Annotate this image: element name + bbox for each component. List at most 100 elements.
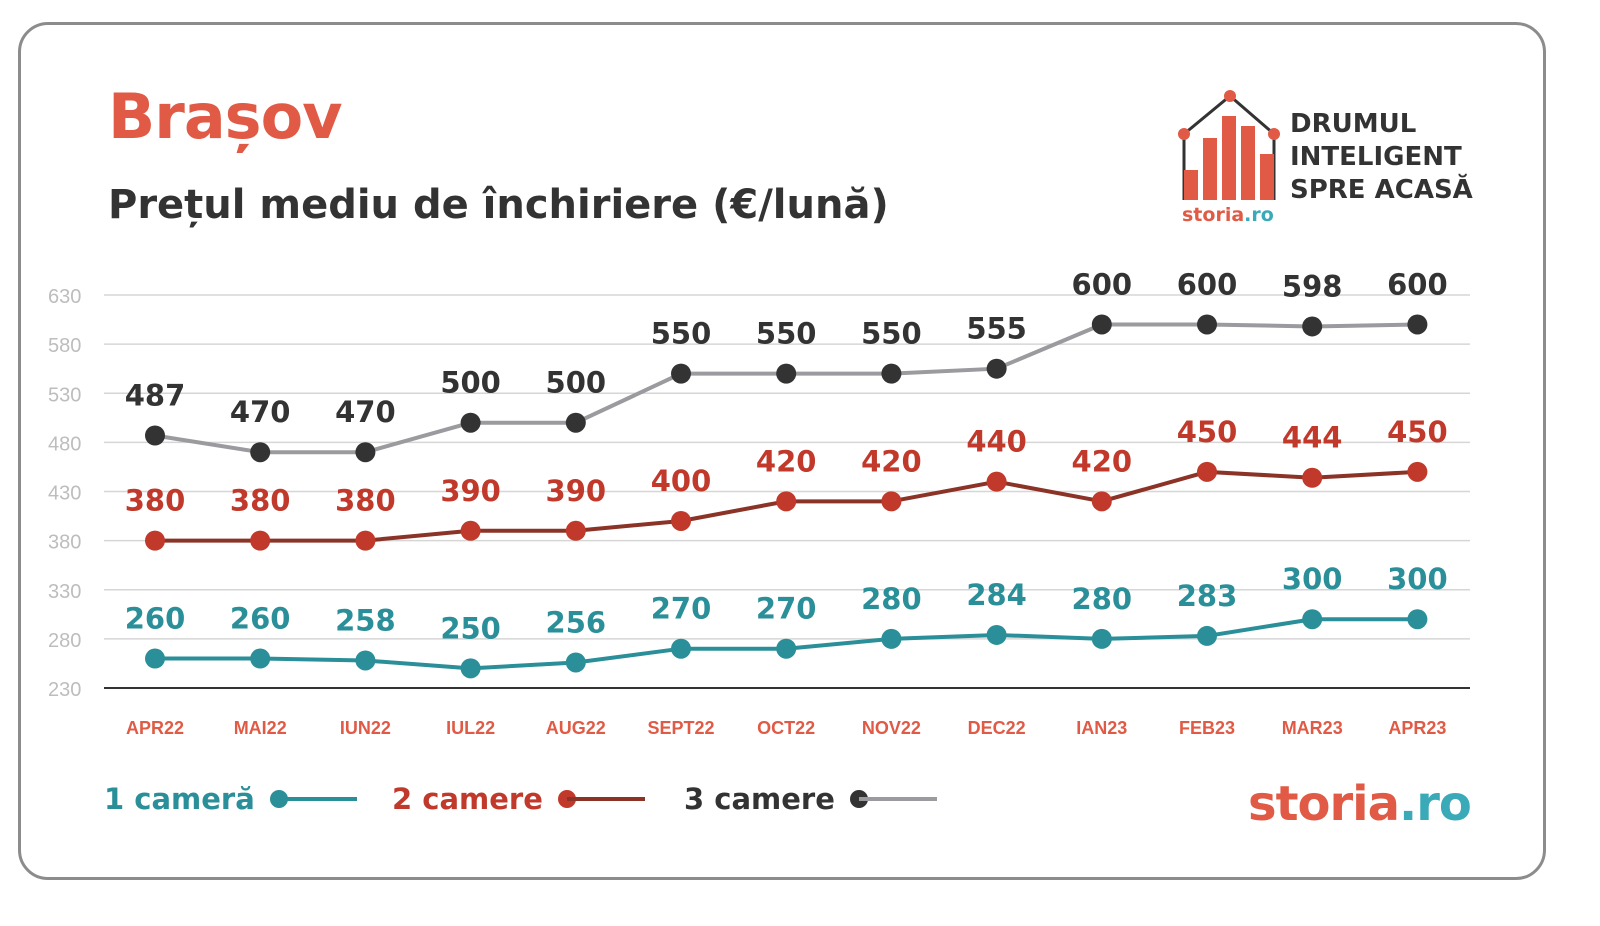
data-point bbox=[1407, 609, 1428, 630]
data-label: 258 bbox=[335, 603, 396, 637]
data-label: 550 bbox=[861, 317, 922, 351]
brand-suffix: .ro bbox=[1399, 776, 1472, 832]
data-label: 450 bbox=[1177, 415, 1238, 449]
data-label: 444 bbox=[1282, 421, 1343, 455]
data-point bbox=[986, 471, 1007, 492]
logo-brand: storia.ro bbox=[1182, 204, 1274, 226]
y-tick-label: 330 bbox=[48, 581, 81, 603]
data-label: 400 bbox=[651, 464, 712, 498]
legend-marker-icon bbox=[849, 790, 937, 808]
x-tick-label: IUN22 bbox=[340, 718, 391, 738]
data-label: 270 bbox=[651, 592, 712, 626]
data-label: 500 bbox=[440, 366, 501, 400]
logo-tagline: DRUMUL INTELIGENT SPRE ACASĂ bbox=[1290, 108, 1473, 207]
storia-brand-logo: storia.ro bbox=[1248, 776, 1472, 832]
legend-marker-icon bbox=[557, 790, 645, 808]
data-point bbox=[1302, 316, 1323, 337]
data-label: 487 bbox=[125, 378, 186, 412]
data-label: 260 bbox=[125, 602, 186, 636]
data-point bbox=[881, 363, 902, 384]
x-tick-label: DEC22 bbox=[968, 718, 1026, 738]
data-label: 280 bbox=[1072, 582, 1133, 616]
x-tick-label: SEPT22 bbox=[647, 718, 714, 738]
house-chart-logo-icon bbox=[1178, 90, 1280, 200]
chart-subtitle: Prețul mediu de închiriere (€/lună) bbox=[108, 182, 889, 228]
x-tick-label: FEB23 bbox=[1179, 718, 1235, 738]
data-point bbox=[565, 412, 586, 433]
x-tick-label: OCT22 bbox=[757, 718, 815, 738]
data-point bbox=[355, 530, 376, 551]
legend-marker-icon bbox=[269, 790, 357, 808]
data-point bbox=[250, 530, 271, 551]
data-label: 450 bbox=[1387, 415, 1448, 449]
data-label: 420 bbox=[756, 444, 817, 478]
data-label: 250 bbox=[440, 611, 501, 645]
logo-line: INTELIGENT bbox=[1290, 142, 1462, 172]
data-point bbox=[776, 363, 797, 384]
y-tick-label: 480 bbox=[48, 433, 81, 455]
data-label: 380 bbox=[125, 484, 186, 518]
data-label: 470 bbox=[335, 395, 396, 429]
data-label: 390 bbox=[546, 474, 607, 508]
data-label: 600 bbox=[1072, 267, 1133, 301]
y-tick-label: 430 bbox=[48, 483, 81, 505]
logo-line: SPRE ACASĂ bbox=[1290, 175, 1473, 205]
data-point bbox=[881, 628, 902, 649]
data-label: 380 bbox=[335, 484, 396, 518]
x-tick-label: NOV22 bbox=[862, 718, 921, 738]
data-label: 300 bbox=[1282, 562, 1343, 596]
data-point bbox=[986, 358, 1007, 379]
data-label: 550 bbox=[651, 317, 712, 351]
data-point bbox=[565, 520, 586, 541]
x-tick-label: APR23 bbox=[1388, 718, 1446, 738]
data-label: 256 bbox=[546, 605, 607, 639]
chart-title: Brașov bbox=[108, 80, 343, 153]
data-label: 420 bbox=[1072, 444, 1133, 478]
data-point bbox=[250, 442, 271, 463]
data-point bbox=[250, 648, 271, 669]
data-point bbox=[145, 425, 165, 446]
data-label: 598 bbox=[1282, 269, 1343, 303]
data-label: 600 bbox=[1387, 267, 1448, 301]
y-tick-label: 580 bbox=[48, 335, 81, 357]
legend-label: 3 camere bbox=[684, 782, 835, 816]
brand-main: storia bbox=[1248, 776, 1400, 832]
data-point bbox=[1091, 491, 1112, 512]
logo-brand-main: storia bbox=[1182, 204, 1245, 226]
data-point bbox=[1197, 314, 1217, 335]
data-point bbox=[671, 510, 691, 531]
data-point bbox=[1091, 314, 1112, 335]
data-point bbox=[1197, 461, 1217, 482]
data-point bbox=[355, 650, 376, 671]
legend-item-3-camere: 3 camere bbox=[684, 782, 941, 816]
legend-label: 2 camere bbox=[392, 782, 543, 816]
data-label: 600 bbox=[1177, 267, 1238, 301]
legend-item-2-camere: 2 camere bbox=[392, 782, 649, 816]
data-point bbox=[1407, 461, 1428, 482]
data-point bbox=[671, 363, 691, 384]
data-point bbox=[1407, 314, 1428, 335]
data-point bbox=[671, 638, 691, 659]
x-tick-label: IUL22 bbox=[446, 718, 495, 738]
data-point bbox=[986, 624, 1007, 645]
data-point bbox=[355, 442, 376, 463]
data-label: 260 bbox=[230, 602, 291, 636]
data-label: 284 bbox=[966, 578, 1027, 612]
x-tick-label: MAI22 bbox=[234, 718, 287, 738]
y-tick-label: 530 bbox=[48, 384, 81, 406]
data-label: 420 bbox=[861, 444, 922, 478]
y-tick-label: 630 bbox=[48, 286, 81, 308]
logo-brand-suffix: .ro bbox=[1244, 204, 1274, 226]
data-label: 555 bbox=[966, 312, 1027, 346]
data-point bbox=[776, 491, 797, 512]
x-tick-label: AUG22 bbox=[546, 718, 606, 738]
data-label: 500 bbox=[546, 366, 607, 400]
data-label: 550 bbox=[756, 317, 817, 351]
data-point bbox=[145, 530, 165, 551]
data-label: 390 bbox=[440, 474, 501, 508]
y-tick-label: 230 bbox=[48, 679, 81, 701]
data-label: 270 bbox=[756, 592, 817, 626]
data-point bbox=[565, 652, 586, 673]
data-point bbox=[460, 412, 481, 433]
data-point bbox=[1302, 609, 1323, 630]
